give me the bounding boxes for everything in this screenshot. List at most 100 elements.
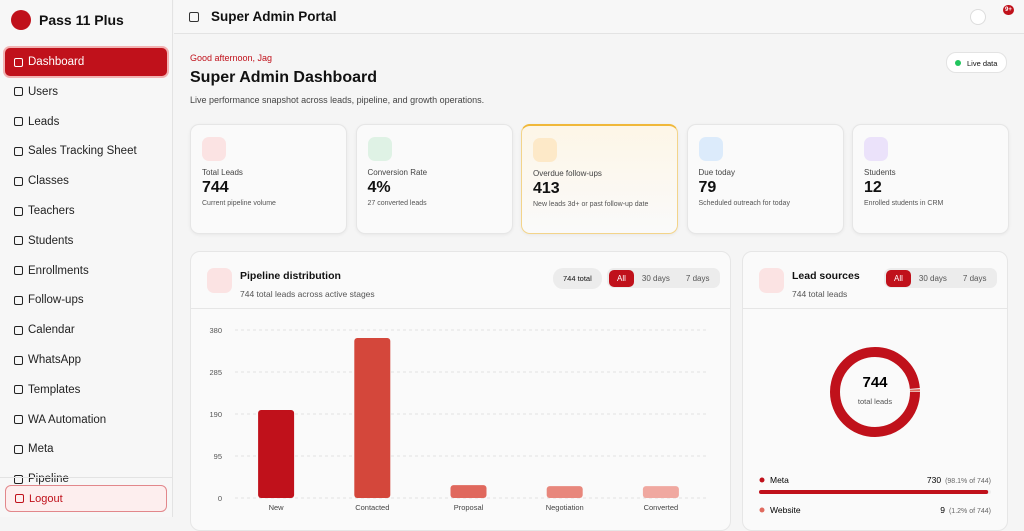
- card-value: 4%: [367, 179, 391, 196]
- nav-icon: [14, 415, 23, 425]
- nav-icon: [14, 57, 23, 67]
- card-icon: [202, 137, 226, 161]
- card-value: 79: [698, 179, 717, 196]
- nav-label: Templates: [28, 383, 81, 396]
- filter-option[interactable]: 30 days: [641, 273, 670, 283]
- nav-item[interactable]: WA Automation: [5, 406, 167, 434]
- nav-item[interactable]: Follow-ups: [5, 286, 167, 314]
- sources-filters: All 30 days 7 days: [884, 268, 997, 288]
- nav-label: Sales Tracking Sheet: [28, 145, 137, 158]
- card-icon: [864, 137, 888, 161]
- pipeline-filters: All 30 days 7 days: [607, 268, 720, 288]
- divider: [0, 477, 173, 478]
- nav-item[interactable]: Pipeline: [5, 465, 167, 493]
- stat-card: Total Leads 744 Current pipeline volume: [190, 124, 347, 234]
- stat-card: Due today 79 Scheduled outreach for today: [686, 124, 844, 234]
- nav-item[interactable]: Dashboard: [5, 48, 167, 76]
- filter-option[interactable]: 30 days: [918, 273, 947, 283]
- nav-label: Users: [28, 85, 59, 98]
- logout-icon: [15, 494, 24, 503]
- pipeline-total-badge: 744 total: [553, 268, 602, 289]
- nav-item[interactable]: Meta: [5, 435, 167, 463]
- card-note: Current pipeline volume: [202, 200, 276, 207]
- nav-item[interactable]: Enrollments: [5, 257, 167, 285]
- nav-item[interactable]: Leads: [5, 108, 167, 136]
- nav-item[interactable]: WhatsApp: [5, 346, 167, 374]
- nav-item[interactable]: Sales Tracking Sheet: [5, 137, 167, 165]
- header-title: Super Admin Portal: [211, 9, 337, 24]
- nav-label: Classes: [28, 175, 69, 188]
- nav-icon: [14, 355, 23, 365]
- sources-title: Lead sources: [792, 270, 860, 282]
- brand-name: Pass 11 Plus: [39, 12, 124, 28]
- nav-item[interactable]: Templates: [5, 376, 167, 404]
- nav-icon: [14, 87, 23, 97]
- filter-option[interactable]: 7 days: [962, 273, 987, 283]
- filter-option[interactable]: All: [609, 269, 634, 287]
- page-subtitle: Live performance snapshot across leads, …: [190, 95, 485, 105]
- live-badge: Live data: [946, 52, 1008, 73]
- logout-label: Logout: [29, 492, 63, 505]
- nav-item[interactable]: Calendar: [5, 316, 167, 344]
- card-icon: [533, 138, 557, 162]
- nav-label: Pipeline: [28, 473, 69, 486]
- nav-item[interactable]: Students: [5, 227, 167, 255]
- nav-icon: [14, 295, 23, 305]
- card-label: Due today: [698, 168, 735, 177]
- card-note: 27 converted leads: [367, 200, 427, 207]
- card-value: 12: [864, 179, 882, 196]
- nav-item[interactable]: Users: [5, 78, 167, 106]
- header: Super Admin Portal 9+: [174, 0, 1024, 34]
- divider: [191, 308, 730, 309]
- card-label: Overdue follow-ups: [533, 169, 602, 178]
- filter-option[interactable]: All: [886, 269, 911, 287]
- nav-label: Follow-ups: [28, 294, 84, 307]
- pipeline-icon: [207, 268, 232, 293]
- theme-toggle[interactable]: [970, 9, 986, 25]
- live-dot: [955, 60, 961, 66]
- nav-icon: [14, 206, 23, 216]
- card-value: 413: [533, 180, 560, 197]
- card-note: Scheduled outreach for today: [698, 200, 790, 207]
- lead-sources-panel: Lead sources 744 total leads All 30 days 7…: [742, 251, 1008, 531]
- nav-icon: [14, 325, 23, 335]
- card-note: New leads 3d+ or past follow-up date: [533, 201, 649, 208]
- notification-badge: 9+: [1003, 5, 1014, 15]
- nav-icon: [14, 176, 23, 186]
- sidebar: Pass 11 Plus Dashboard Users Leads Sales Tr…: [0, 0, 173, 517]
- live-label: Live data: [967, 59, 998, 68]
- nav-label: WhatsApp: [28, 354, 82, 366]
- nav-label: Calendar: [28, 324, 75, 337]
- nav-item[interactable]: Classes: [5, 167, 167, 195]
- nav-label: Enrollments: [28, 264, 89, 277]
- filter-option[interactable]: 7 days: [685, 273, 710, 283]
- card-label: Total Leads: [202, 168, 243, 177]
- nav-label: Meta: [28, 443, 54, 456]
- card-icon: [367, 137, 392, 161]
- sources-subtitle: 744 total leads: [792, 289, 848, 299]
- brand-logo: [11, 10, 31, 30]
- sidebar-toggle[interactable]: [189, 12, 199, 22]
- card-note: Enrolled students in CRM: [864, 200, 944, 207]
- nav-label: Teachers: [28, 205, 75, 217]
- stat-card: Overdue follow-ups 413 New leads 3d+ or pa…: [521, 124, 678, 234]
- logout-button[interactable]: Logout: [5, 485, 167, 512]
- nav-label: Students: [28, 234, 74, 247]
- pipeline-title: Pipeline distribution: [240, 270, 341, 282]
- nav-icon: [14, 236, 23, 246]
- nav-item[interactable]: Teachers: [5, 197, 167, 225]
- nav-label: Leads: [28, 115, 60, 128]
- nav-icon: [14, 474, 23, 484]
- nav-icon: [14, 266, 23, 276]
- nav-icon: [14, 146, 23, 156]
- nav-icon: [14, 444, 23, 454]
- nav-icon: [14, 117, 23, 127]
- card-value: 744: [202, 179, 229, 196]
- pipeline-subtitle: 744 total leads across active stages: [240, 289, 375, 299]
- greeting: Good afternoon, Jag: [190, 53, 273, 63]
- nav-icon: [14, 385, 23, 395]
- nav-label: Dashboard: [28, 56, 85, 68]
- nav-label: WA Automation: [28, 413, 107, 426]
- stat-card: Students 12 Enrolled students in CRM: [852, 124, 1009, 234]
